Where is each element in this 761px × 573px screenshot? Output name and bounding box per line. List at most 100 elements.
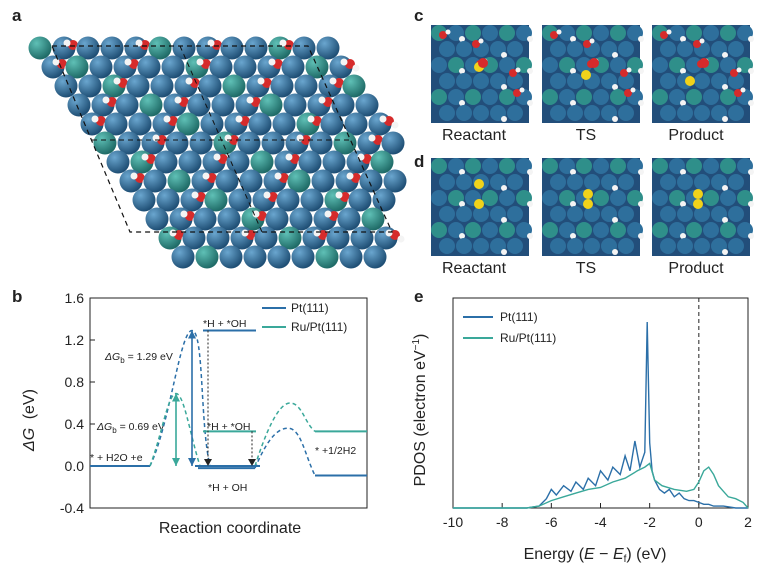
hydrogen-atom [722, 217, 728, 223]
oxygen-atom [262, 78, 272, 88]
pt-atom [473, 238, 489, 254]
hydrogen-atom [459, 100, 465, 106]
pt-atom [431, 190, 447, 206]
pt-atom [448, 158, 464, 174]
pt-atom [219, 245, 243, 269]
pt-atom [618, 41, 634, 57]
hydrogen-atom [275, 197, 283, 205]
oxygen-atom [583, 40, 591, 48]
oxygen-atom [318, 230, 328, 240]
b-dg-pt-sub: b [120, 356, 125, 365]
pt-atom [465, 57, 481, 73]
pt-atom [172, 36, 196, 60]
hydrogen-atom [357, 153, 365, 161]
oxygen-atom [660, 31, 668, 39]
pt-atom [143, 169, 167, 193]
b-label-start: * + H2O +e [90, 452, 143, 464]
hydrogen-atom [638, 233, 644, 239]
ru-atom [610, 158, 626, 174]
hydrogen-atom [213, 153, 221, 161]
hydrogen-atom [748, 169, 754, 175]
ru-atom [342, 74, 366, 98]
hydrogen-atom [501, 84, 507, 90]
hydrogen-atom [570, 169, 576, 175]
hydrogen-atom [748, 201, 754, 207]
pt-atom [550, 238, 566, 254]
oxygen-atom [587, 60, 595, 68]
tile-background [431, 25, 529, 123]
pt-atom [473, 206, 489, 222]
pt-atom [499, 190, 515, 206]
tile-background [431, 158, 529, 256]
pt-atom [737, 222, 753, 238]
b-pt-barrier-curve [149, 329, 211, 467]
pt-atom [228, 188, 252, 212]
pt-atom [180, 188, 204, 212]
pt-atom [728, 73, 744, 89]
b-dg-pt-symbol: ΔG [104, 351, 120, 363]
pt-atom [694, 73, 710, 89]
pt-atom [357, 131, 381, 155]
hydrogen-atom [52, 58, 60, 66]
pt-atom [137, 55, 161, 79]
oxygen-atom [135, 173, 145, 183]
oxygen-atom [201, 59, 211, 69]
hydrogen-atom [124, 58, 132, 66]
pt-atom [490, 73, 506, 89]
hydrogen-atom [482, 58, 488, 64]
tile-background [652, 25, 750, 123]
e-xlabel-unit: ) (eV) [626, 546, 666, 563]
pt-atom [584, 174, 600, 190]
e-xlabel-sub: f [624, 554, 627, 565]
pt-atom [152, 112, 176, 136]
pt-atom [456, 41, 472, 57]
ru-atom [686, 89, 702, 105]
b-ylabel-symbol: ΔG [21, 428, 38, 452]
highlight-atom [583, 199, 593, 209]
hydrogen-atom [612, 52, 618, 58]
hydrogen-atom [247, 121, 255, 129]
hydrogen-atom [379, 115, 387, 123]
pt-atom [261, 131, 285, 155]
ru-atom [148, 36, 172, 60]
pt-atom [703, 222, 719, 238]
snapshot-tile [542, 25, 644, 123]
oxygen-atom [334, 78, 344, 88]
hydrogen-atom [638, 100, 644, 106]
ru-atom [669, 190, 685, 206]
pt-atom [291, 245, 315, 269]
hydrogen-atom [185, 77, 193, 85]
pt-atom [41, 55, 65, 79]
pt-atom [294, 74, 318, 98]
ru-atom [627, 190, 643, 206]
pt-atom [124, 36, 148, 60]
pt-atom [439, 174, 455, 190]
e-plot-frame [452, 297, 749, 509]
pt-atom [593, 25, 609, 41]
hydrogen-atom [391, 121, 399, 129]
b-ru-arrowhead [172, 458, 180, 466]
pt-atom [669, 89, 685, 105]
pt-atom [490, 41, 506, 57]
hydrogen-atom [527, 68, 533, 74]
pt-atom [431, 57, 447, 73]
pt-atom [355, 93, 379, 117]
ru-atom [499, 222, 515, 238]
hydrogen-atom [680, 233, 686, 239]
b-plot-frame [89, 297, 368, 509]
b-ylabel: ΔG (eV) [21, 389, 38, 452]
pt-atom [550, 206, 566, 222]
pt-atom [254, 226, 278, 250]
ru-atom [204, 188, 228, 212]
hydrogen-atom [380, 140, 388, 148]
b-label-ts-pt: *H + *OH [203, 318, 246, 330]
caption-d-reactant: Reactant [441, 260, 507, 277]
oxygen-atom [218, 154, 228, 164]
oxygen-atom [624, 89, 632, 97]
ru-atom [278, 226, 302, 250]
pt-atom [206, 226, 230, 250]
pt-atom [584, 206, 600, 222]
pt-atom [439, 238, 455, 254]
ru-atom [499, 158, 515, 174]
